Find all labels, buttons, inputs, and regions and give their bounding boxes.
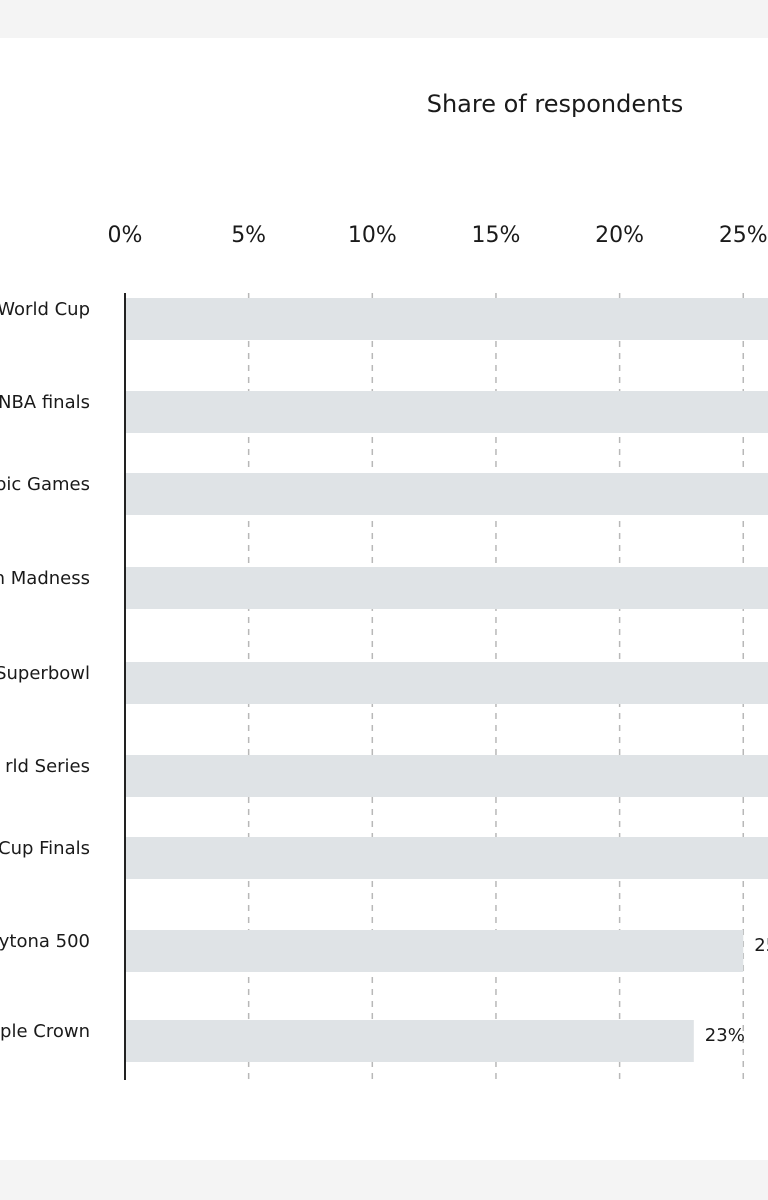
y-tick-label: NBA finals	[0, 392, 90, 413]
value-label: 23%	[705, 1025, 745, 1046]
x-tick-label: 20%	[595, 223, 644, 248]
bar	[125, 1020, 694, 1062]
bar	[125, 391, 768, 433]
y-tick-label: World Cup	[0, 299, 90, 320]
x-tick-label: 5%	[231, 223, 266, 248]
y-tick-label: ytona 500	[0, 931, 90, 952]
bar	[125, 837, 768, 879]
bar	[125, 755, 768, 797]
x-tick-label: 15%	[472, 223, 521, 248]
y-tick-label: rld Series	[5, 756, 90, 777]
y-tick-label: Superbowl	[0, 663, 90, 684]
bar	[125, 298, 768, 340]
y-tick-label: ple Crown	[0, 1021, 90, 1042]
bar	[125, 473, 768, 515]
x-tick-label: 25%	[719, 223, 768, 248]
bars	[125, 298, 768, 1062]
bar	[125, 930, 744, 972]
y-tick-label: Cup Finals	[0, 838, 90, 859]
chart-title: Share of respondents	[427, 90, 684, 118]
value-label: 25%	[754, 935, 768, 956]
x-tick-label: 0%	[108, 223, 143, 248]
y-tick-label: pic Games	[0, 474, 90, 495]
bar	[125, 567, 768, 609]
x-tick-label: 10%	[348, 223, 397, 248]
bar	[125, 662, 768, 704]
y-tick-label: n Madness	[0, 568, 90, 589]
